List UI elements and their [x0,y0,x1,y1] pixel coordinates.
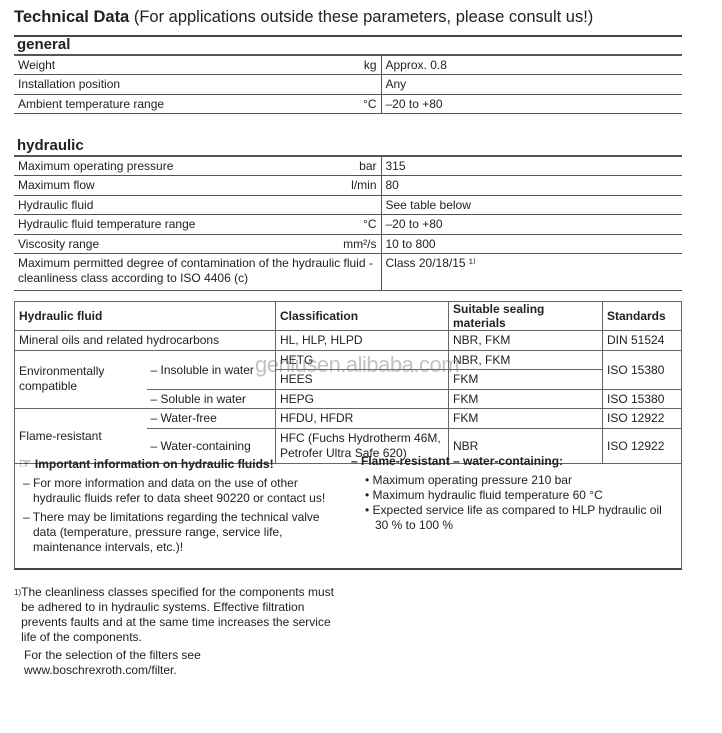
row-value: 315 [381,156,682,176]
standard: ISO 15380 [602,349,682,390]
row-unit: bar [359,158,377,173]
row-value: Any [381,74,682,95]
row-value: –20 to +80 [381,94,682,114]
sealing: NBR, FKM [448,349,603,370]
footnote-text: The cleanliness classes specified for th… [21,585,334,644]
note-left: ☞ Important information on hydraulic flu… [19,456,339,555]
title-subtitle: (For applications outside these paramete… [129,8,594,26]
row-value: Class 20/18/15 ¹⁾ [381,253,682,291]
info-note-box: ☞ Important information on hydraulic flu… [14,452,682,570]
note-right: – Flame-resistant – water-containing: • … [351,454,671,533]
sealing: NBR [448,427,603,464]
standard: DIN 51524 [602,330,682,351]
table-row: HEES FKM [15,369,682,390]
footnote-mark: 1) [14,588,22,597]
row-value: Approx. 0.8 [381,55,682,75]
header-hydraulic-fluid: Hydraulic fluid [14,301,276,331]
row-label: Maximum permitted degree of contaminatio… [18,256,373,285]
table-row: – Soluble in water HEPG FKM ISO 15380 [15,388,682,409]
sealing: FKM [448,408,603,429]
section-general-heading: general [14,36,682,56]
fluid-subtype: – Soluble in water [146,388,276,409]
sealing: FKM [448,388,603,409]
table-row: Hydraulic fluid temperature range °C –20 t… [14,214,682,235]
hydraulic-fluid-table: Hydraulic fluid Classification Suitable se… [14,301,682,464]
table-row: Weight kg Approx. 0.8 [14,55,682,75]
row-label: Maximum operating pressure [18,158,174,173]
standard: ISO 15380 [602,388,682,409]
table-header-row: Hydraulic fluid Classification Suitable se… [14,301,682,331]
row-value: 10 to 800 [381,234,682,254]
classification: HFDU, HFDR [275,408,449,429]
row-label: Viscosity range [18,236,100,251]
footnote-row: 1) The cleanliness classes specified for … [14,585,334,645]
fluid-subtype: – Water-containing [146,427,276,464]
row-unit: °C [363,217,377,232]
footnote: 1) The cleanliness classes specified for … [14,585,334,678]
row-value: –20 to +80 [381,214,682,235]
row-unit: mm²/s [343,236,377,251]
note-bullet: • Maximum operating pressure 210 bar [365,473,572,487]
table-row: – Water-containing HFC (Fuchs Hydrotherm … [15,427,682,464]
page-title: Technical Data (For applications outside… [14,6,682,37]
table-row: Viscosity range mm²/s 10 to 800 [14,234,682,254]
row-unit: kg [363,57,377,72]
note-heading: ☞ Important information on hydraulic flu… [19,456,339,472]
header-sealing: Suitable sealing materials [448,301,603,331]
note-right-heading: – Flame-resistant – water-containing: [351,454,564,468]
table-row: Flame-resistant – Water-free HFDU, HFDR FKM… [14,408,682,464]
table-row: Ambient temperature range °C –20 to +80 [14,94,682,114]
table-row: Hydraulic fluid See table below [14,195,682,215]
classification: HFC (Fuchs Hydrotherm 46M, Petrofer Ultr… [275,427,449,464]
standard: ISO 12922 [602,408,682,429]
row-label: Ambient temperature range [18,96,165,111]
table-row: Maximum permitted degree of contaminatio… [14,253,682,291]
footnote-filter-link: For the selection of the filters see www… [24,648,201,677]
note-heading-text: Important information on hydraulic fluid… [34,457,274,471]
fluid-group: Environmentally compatible [14,349,147,409]
table-row: Maximum operating pressure bar 315 [14,156,682,176]
row-label: Hydraulic fluid [18,197,94,212]
fluid-group: Flame-resistant [14,408,147,464]
row-unit: l/min [351,178,377,193]
note-item: – There may be limitations regarding the… [23,510,320,554]
note-item: – For more information and data on the u… [23,476,326,505]
table-row: Mineral oils and related hydrocarbons HL,… [14,330,682,351]
fluid-subtype: – Water-free [146,408,276,429]
table-row: Maximum flow l/min 80 [14,175,682,196]
row-label: Weight [18,57,56,72]
sealing: NBR, FKM [448,330,603,351]
row-value: See table below [381,195,682,215]
row-value: 80 [381,175,682,196]
general-table: Weight kg Approx. 0.8 Installation positio… [14,55,682,114]
classification: HL, HLP, HLPD [275,330,449,351]
row-label: Maximum flow [18,178,95,193]
header-classification: Classification [275,301,449,331]
watermark: genlusen.alibaba.com [255,352,460,377]
note-bullet: • Expected service life as compared to H… [365,503,662,532]
row-unit: °C [363,96,377,111]
classification: HEPG [275,388,449,409]
note-bullet: • Maximum hydraulic fluid temperature 60… [365,488,603,502]
fluid-name: Mineral oils and related hydrocarbons [14,330,276,351]
table-row: Installation position Any [14,74,682,95]
section-hydraulic-heading: hydraulic [14,137,682,157]
row-label: Installation position [18,77,121,92]
pointing-hand-icon: ☞ [19,455,32,471]
sealing: FKM [448,369,603,390]
header-standards: Standards [602,301,682,331]
row-label: Hydraulic fluid temperature range [18,217,196,232]
title-bold: Technical Data [14,8,130,26]
standard: ISO 12922 [602,427,682,464]
fluid-subtype: – Insoluble in water [146,349,276,390]
hydraulic-table: Maximum operating pressure bar 315 Maximum… [14,156,682,291]
